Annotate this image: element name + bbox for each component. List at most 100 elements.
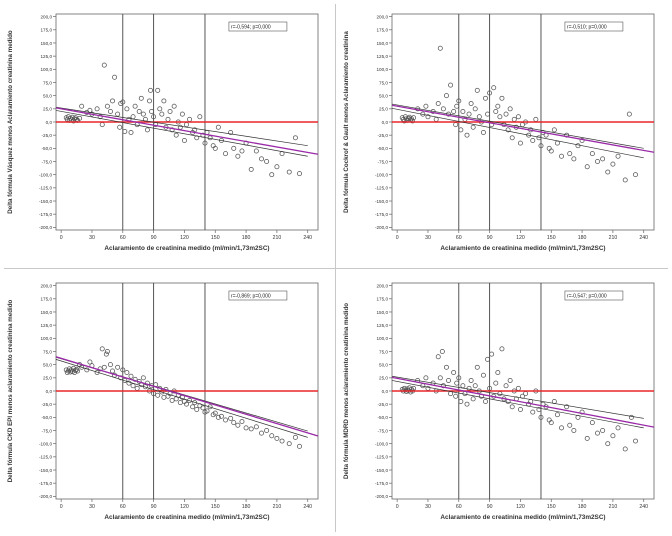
y-tick-label: -100,0: [375, 172, 388, 177]
data-point: [77, 115, 83, 121]
data-point: [464, 401, 470, 407]
data-point: [159, 389, 165, 395]
data-point: [425, 114, 431, 120]
data-point: [124, 106, 130, 112]
data-point: [458, 127, 464, 133]
y-tick-label: 200,0: [41, 283, 53, 288]
data-point: [148, 87, 154, 93]
y-tick-label: 50,0: [43, 93, 52, 98]
confidence-line: [55, 110, 308, 157]
y-tick-label: -25,0: [378, 402, 389, 407]
data-point: [243, 425, 249, 431]
y-tick-label: 75,0: [43, 80, 52, 85]
confidence-line: [391, 375, 644, 419]
data-point: [130, 383, 136, 389]
y-tick-label: -150,0: [375, 468, 388, 473]
y-tick-label: 200,0: [41, 14, 53, 19]
data-point: [286, 441, 292, 447]
data-point: [144, 127, 150, 133]
y-tick-label: 75,0: [379, 80, 388, 85]
data-point: [248, 426, 254, 432]
y-tick-label: 0,0: [382, 120, 389, 125]
data-point: [202, 140, 208, 146]
data-point: [515, 114, 521, 120]
y-tick-label: 150,0: [377, 310, 389, 315]
data-point: [526, 132, 532, 138]
data-point: [269, 172, 275, 178]
data-point: [75, 368, 81, 374]
data-point: [223, 151, 229, 157]
y-tick-label: -150,0: [39, 468, 52, 473]
y-tick-label: 150,0: [41, 41, 53, 46]
data-point: [140, 375, 146, 381]
data-point: [200, 405, 206, 411]
data-point: [480, 130, 486, 136]
data-point: [509, 135, 515, 141]
data-point: [231, 420, 237, 426]
data-point: [487, 90, 493, 96]
data-point: [264, 159, 270, 164]
data-point: [446, 377, 451, 383]
data-point: [167, 108, 173, 114]
data-point: [184, 401, 189, 407]
data-point: [584, 164, 590, 170]
x-tick-label: 60: [120, 504, 126, 510]
y-tick-label: 50,0: [379, 93, 388, 98]
y-tick-label: -150,0: [39, 199, 52, 204]
data-point: [584, 435, 590, 441]
data-point: [104, 349, 110, 354]
y-tick-label: -200,0: [39, 494, 52, 499]
x-tick-label: 60: [120, 235, 126, 241]
data-point: [423, 103, 429, 109]
x-tick-label: 210: [609, 235, 618, 241]
data-point: [99, 346, 105, 352]
data-point: [472, 383, 478, 389]
y-tick-label: -175,0: [375, 481, 388, 486]
data-point: [149, 108, 155, 114]
data-point: [259, 156, 264, 162]
data-point: [279, 438, 285, 444]
y-tick-label: -125,0: [375, 455, 388, 460]
y-tick-label: 150,0: [41, 310, 53, 315]
data-point: [435, 354, 441, 360]
regression-line: [55, 107, 319, 155]
data-point: [495, 103, 501, 109]
data-point: [571, 156, 577, 162]
annotation-box: [564, 290, 624, 301]
x-tick-label: 120: [180, 235, 189, 241]
data-point: [548, 148, 554, 154]
data-point: [538, 143, 544, 149]
data-point: [253, 424, 259, 430]
data-point: [548, 420, 554, 426]
data-point: [483, 95, 488, 101]
data-point: [497, 114, 503, 120]
data-point: [505, 127, 511, 133]
x-tick-label: 0: [60, 235, 63, 241]
scatter-chart-3: 200,0 175,0 150,0 125,0 100,0 75,0 50,0 25,0 0,0…: [7, 282, 319, 521]
x-tick-label: 30: [89, 235, 95, 241]
data-point: [411, 115, 417, 121]
data-point: [215, 414, 221, 420]
data-point: [472, 106, 478, 112]
x-tick-label: 150: [211, 504, 220, 510]
data-point: [410, 118, 416, 124]
data-point: [292, 135, 298, 141]
annotation-text: r=-0,510; p=0,000: [567, 24, 607, 30]
data-point: [274, 435, 280, 441]
data-point: [181, 137, 187, 143]
annotation-text: r=-0,547; p=0,000: [567, 293, 607, 299]
annotation-text: r=-0,594; p=0,000: [231, 24, 271, 30]
data-point: [437, 45, 443, 51]
y-tick-label: 100,0: [41, 67, 53, 72]
data-point: [595, 430, 600, 436]
data-point: [253, 148, 259, 154]
data-point: [610, 161, 616, 167]
data-point: [104, 103, 110, 109]
data-point: [126, 380, 132, 386]
data-point: [507, 377, 513, 383]
data-point: [595, 159, 600, 164]
y-tick-label: 150,0: [377, 41, 389, 46]
data-point: [274, 164, 280, 170]
data-point: [235, 422, 241, 428]
data-point: [633, 438, 638, 444]
